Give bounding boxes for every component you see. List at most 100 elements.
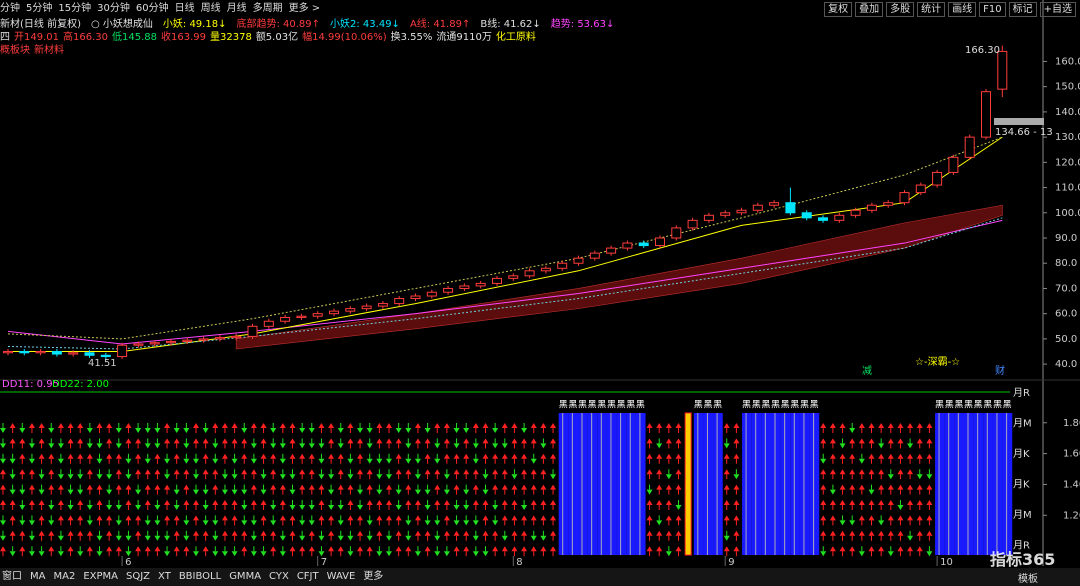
signal-text: 黑	[588, 400, 597, 411]
signal-arrow	[28, 484, 35, 490]
signal-column	[809, 413, 820, 555]
candle-body	[214, 337, 225, 340]
signal-arrow	[48, 484, 55, 490]
signal-arrow	[57, 535, 64, 541]
tab[interactable]: CFJT	[296, 571, 319, 582]
tool-button[interactable]: +自选	[1039, 2, 1076, 17]
candle-body	[198, 338, 209, 341]
period-button[interactable]: 更多 >	[288, 3, 321, 14]
tab[interactable]: MA2	[53, 571, 76, 582]
signal-arrow	[405, 520, 412, 526]
annotation: 减	[862, 365, 872, 377]
signal-arrow	[733, 530, 740, 536]
tab[interactable]: SQJZ	[125, 571, 151, 582]
signal-arrow	[231, 551, 238, 557]
signal-arrow	[299, 535, 306, 541]
signal-arrow	[395, 469, 402, 475]
signal-arrow	[472, 484, 479, 490]
candle-body	[752, 204, 763, 211]
signal-arrow	[366, 469, 373, 475]
signal-arrow	[453, 469, 460, 475]
signal-arrow	[67, 489, 74, 495]
signal-arrow	[231, 474, 238, 480]
tab[interactable]: WAVE	[326, 571, 356, 582]
tab[interactable]: 窗口	[2, 571, 22, 582]
tool-button[interactable]: 多股	[886, 2, 915, 17]
signal-text: 黑	[559, 400, 568, 411]
signal-arrow	[164, 458, 171, 464]
tool-button[interactable]: 复权	[824, 2, 853, 17]
signal-arrow	[48, 469, 55, 475]
signal-column	[713, 413, 723, 555]
tool-button[interactable]: 标记	[1008, 2, 1037, 17]
signal-arrow	[221, 500, 228, 505]
signal-arrow	[221, 474, 228, 480]
signal-text: 黑	[800, 400, 809, 411]
signal-arrow	[646, 438, 653, 444]
candle-body	[883, 202, 894, 206]
tab[interactable]: XT	[158, 571, 171, 582]
period-button[interactable]: 分钟	[0, 3, 20, 14]
signal-arrow	[916, 474, 923, 480]
candle-body	[100, 354, 111, 358]
period-button[interactable]: 5分钟	[26, 3, 53, 14]
signal-arrow	[530, 469, 537, 475]
signal-arrow	[279, 458, 286, 464]
candle-body	[540, 267, 551, 272]
tab[interactable]: MA	[30, 571, 46, 582]
candle-body	[280, 316, 291, 322]
signal-arrow	[405, 500, 412, 505]
period-button[interactable]: 日线	[174, 3, 195, 14]
signal-arrow	[434, 520, 441, 526]
period-button[interactable]: 周线	[200, 3, 221, 14]
signal-arrow	[366, 443, 373, 449]
signal-arrow	[472, 500, 479, 505]
signal-arrow	[48, 520, 55, 526]
tool-button[interactable]: 叠加	[855, 2, 884, 17]
signal-arrow	[829, 546, 836, 552]
signal-arrow	[212, 520, 219, 526]
signal-arrow	[347, 484, 354, 490]
signal-arrow	[453, 428, 460, 433]
tool-button[interactable]: F10	[979, 2, 1006, 17]
candle-body	[899, 192, 910, 204]
signal-arrow	[463, 546, 470, 552]
signal-arrow	[501, 443, 508, 449]
period-button[interactable]: 多周期	[252, 3, 283, 14]
tab[interactable]: BBIBOLL	[178, 571, 222, 582]
signal-arrow	[434, 443, 441, 449]
indicator-line	[7, 136, 1003, 340]
signal-arrow	[858, 484, 865, 490]
signal-arrow	[540, 469, 547, 475]
signal-arrow	[887, 530, 894, 536]
tool-button[interactable]: 画线	[948, 2, 977, 17]
template-button[interactable]: 模板	[1018, 574, 1038, 585]
tool-button[interactable]: 统计	[917, 2, 946, 17]
signal-arrow	[521, 530, 528, 536]
signal-arrow	[858, 423, 865, 428]
signal-arrow	[482, 453, 489, 459]
tab[interactable]: GMMA	[229, 571, 262, 582]
signal-arrow	[279, 484, 286, 490]
signal-arrow	[318, 443, 325, 449]
signal-arrow	[308, 505, 315, 510]
signal-arrow	[357, 453, 364, 459]
signal-arrow	[173, 453, 180, 459]
y-tick-label: 1.20	[1063, 510, 1080, 521]
signal-arrow	[86, 520, 93, 526]
y-tick-label: 100.0	[1055, 208, 1080, 219]
signal-arrow	[926, 453, 933, 459]
period-button[interactable]: 15分钟	[58, 3, 92, 14]
period-button[interactable]: 月线	[226, 3, 247, 14]
signal-arrow	[135, 469, 142, 475]
signal-text: 黑	[954, 400, 963, 411]
period-button[interactable]: 60分钟	[135, 3, 169, 14]
signal-arrow	[212, 551, 219, 557]
signal-arrow	[424, 428, 431, 433]
signal-arrow	[878, 500, 885, 505]
tab[interactable]: 更多	[363, 571, 384, 582]
tab[interactable]: CYX	[269, 571, 289, 582]
tab[interactable]: EXPMA	[83, 571, 118, 582]
period-button[interactable]: 30分钟	[97, 3, 130, 14]
signal-arrow	[0, 428, 6, 433]
